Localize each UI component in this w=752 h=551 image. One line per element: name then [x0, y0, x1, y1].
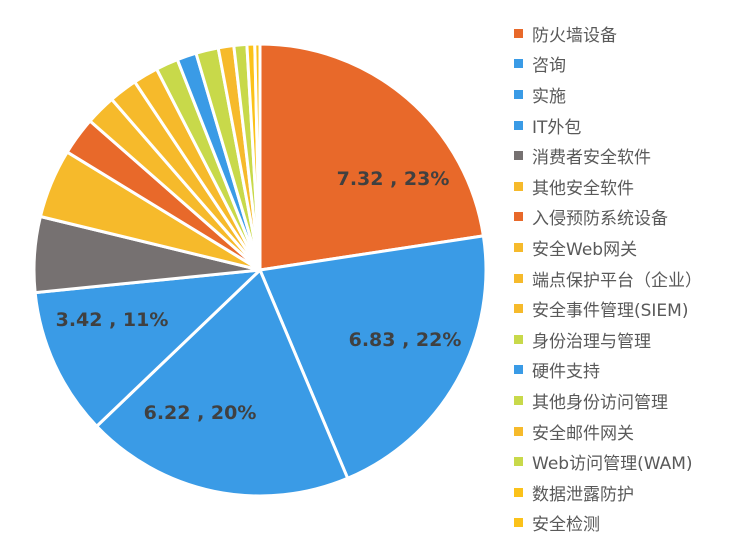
legend-label: 入侵预防系统设备 [532, 209, 668, 230]
legend-swatch-icon [514, 151, 523, 161]
legend-swatch-icon [514, 487, 523, 497]
legend-swatch-icon [514, 518, 523, 528]
legend-item: 实施 [514, 79, 749, 110]
legend-swatch-icon [514, 28, 523, 38]
chart-legend: 防火墙设备咨询实施 IT外包消费者安全软件 其他安全软件入侵预防系统设备 安全Web网… [514, 18, 749, 538]
legend-label: 其他安全软件 [532, 178, 634, 199]
pie-slice [33, 268, 262, 428]
pie-slice [258, 234, 488, 480]
legend-item: 硬件支持 [514, 355, 749, 386]
legend-swatch-icon [514, 59, 523, 69]
legend-item: 数据泄露防护 [514, 477, 749, 508]
legend-label: 其他身份访问管理 [532, 392, 668, 413]
legend-swatch-icon [514, 181, 523, 191]
legend-label: 端点保护平台（企业） [532, 270, 702, 291]
legend-swatch-icon [514, 426, 523, 436]
legend-item: 端点保护平台（企业） [514, 263, 749, 294]
legend-swatch-icon [514, 89, 523, 99]
legend-swatch-icon [514, 395, 523, 405]
data-label: 6.22 , 20% [143, 402, 257, 424]
legend-item: Web访问管理(WAM) [514, 446, 749, 477]
pie-chart-area: 7.32 , 23% 6.83 , 22% 6.22 , 20% 3.42 , 11% [32, 42, 488, 498]
legend-item: 安全事件管理(SIEM) [514, 293, 749, 324]
legend-label: Web访问管理(WAM) [532, 454, 693, 475]
data-label: 3.42 , 11% [55, 309, 169, 331]
legend-label: 咨询 [532, 56, 566, 77]
data-label: 6.83 , 22% [348, 329, 462, 351]
data-label: 7.32 , 23% [336, 168, 450, 190]
legend-swatch-icon [514, 120, 523, 130]
legend-label: 身份治理与管理 [532, 331, 651, 352]
legend-item: 安全Web网关 [514, 232, 749, 263]
legend-label: 消费者安全软件 [532, 148, 651, 169]
legend-swatch-icon [514, 242, 523, 252]
legend-swatch-icon [514, 365, 523, 375]
pie-slice [95, 268, 350, 498]
legend-item: 身份治理与管理 [514, 324, 749, 355]
legend-label: 安全检测 [532, 515, 600, 536]
legend-item: 防火墙设备 [514, 18, 749, 49]
legend-item: 其他安全软件 [514, 171, 749, 202]
pie-chart [32, 42, 488, 498]
legend-label: 安全Web网关 [532, 239, 638, 260]
legend-swatch-icon [514, 212, 523, 222]
pie-slice [253, 42, 262, 272]
legend-item: 消费者安全软件 [514, 140, 749, 171]
legend-label: 安全事件管理(SIEM) [532, 301, 689, 322]
legend-item: 入侵预防系统设备 [514, 202, 749, 233]
legend-label: IT外包 [532, 117, 582, 138]
legend-label: 安全邮件网关 [532, 423, 634, 444]
legend-swatch-icon [514, 273, 523, 283]
legend-item: IT外包 [514, 110, 749, 141]
legend-item: 咨询 [514, 49, 749, 80]
legend-swatch-icon [514, 457, 523, 467]
legend-item: 安全检测 [514, 508, 749, 539]
legend-label: 数据泄露防护 [532, 484, 634, 505]
legend-label: 实施 [532, 86, 566, 107]
legend-swatch-icon [514, 304, 523, 314]
legend-swatch-icon [514, 334, 523, 344]
legend-item: 安全邮件网关 [514, 416, 749, 447]
pie-slice [258, 42, 485, 272]
legend-label: 硬件支持 [532, 362, 600, 383]
legend-item: 其他身份访问管理 [514, 385, 749, 416]
legend-label: 防火墙设备 [532, 25, 617, 46]
